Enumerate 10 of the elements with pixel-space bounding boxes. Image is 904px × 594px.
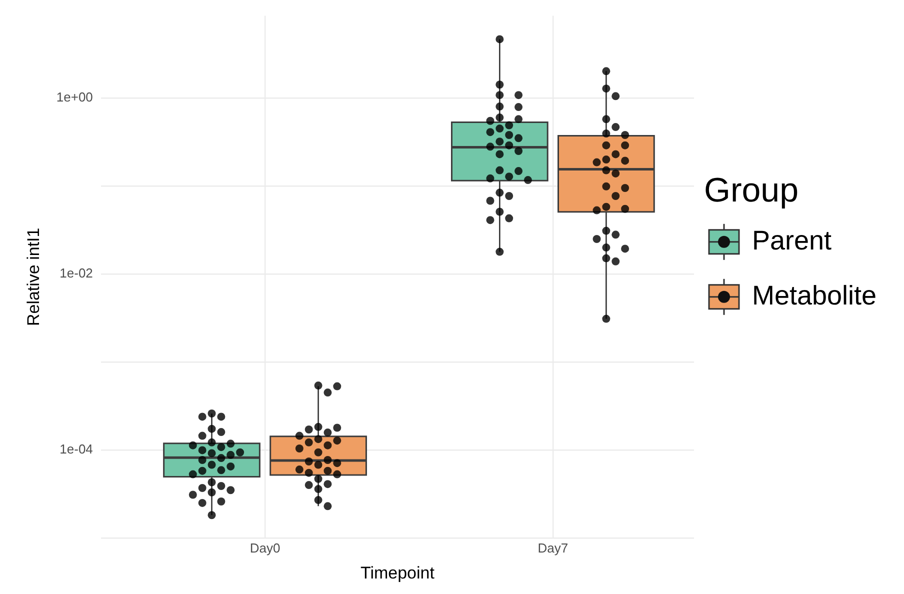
y-tick-label: 1e+00 <box>56 90 93 105</box>
y-tick-label: 1e-04 <box>60 442 93 457</box>
x-tick-label: Day7 <box>538 540 568 556</box>
legend-title: Group <box>704 171 798 210</box>
x-tick-label: Day0 <box>250 540 280 556</box>
y-axis-title: Relative intI1 <box>24 228 43 326</box>
x-axis-title: Timepoint <box>360 563 435 582</box>
legend-label: Metabolite <box>752 280 877 310</box>
y-tick-label: 1e-02 <box>60 266 93 281</box>
legend-label: Parent <box>752 225 832 256</box>
